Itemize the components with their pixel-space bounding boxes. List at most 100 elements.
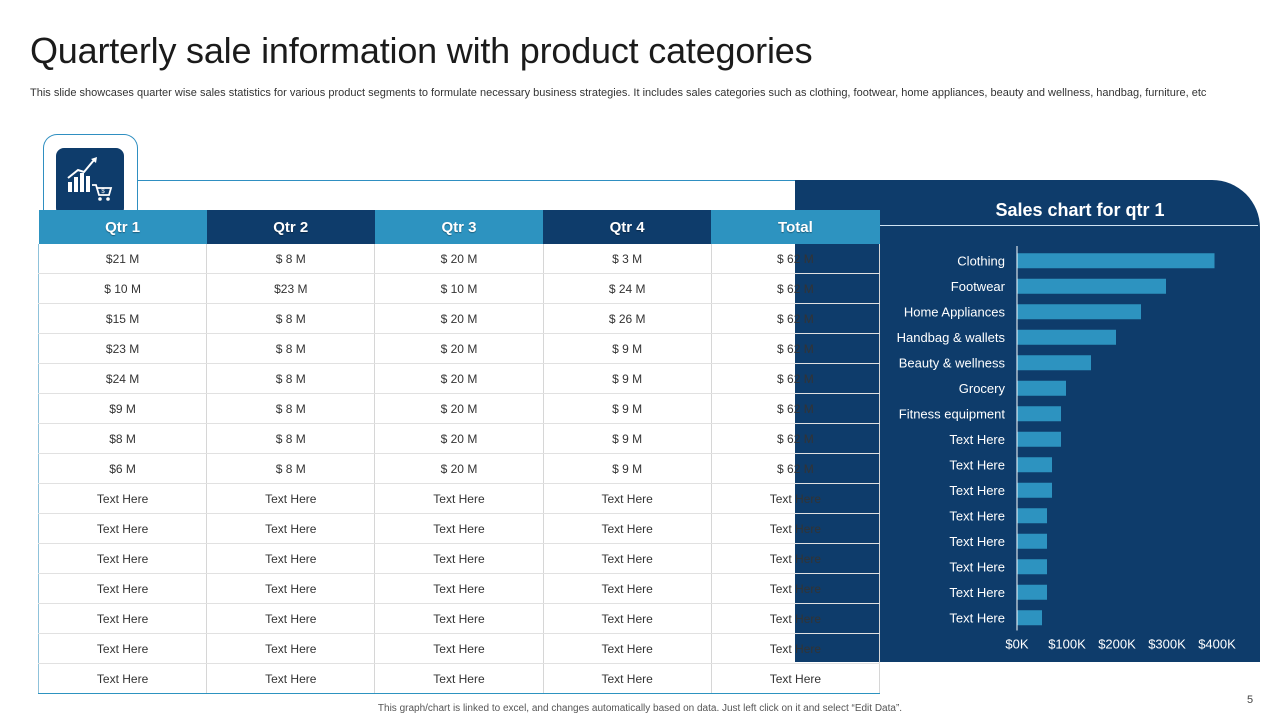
table-cell: Text Here — [711, 634, 879, 664]
category-label: Text Here — [949, 610, 1005, 625]
table-cell: $ 62 M — [711, 244, 879, 274]
table-cell: $23 M — [39, 334, 207, 364]
table-cell: $ 20 M — [375, 394, 543, 424]
table-cell: Text Here — [543, 634, 711, 664]
table-cell: $ 20 M — [375, 424, 543, 454]
table-cell: $15 M — [39, 304, 207, 334]
sales-bar-chart[interactable]: Clothing Footwear Home Appliances Handbag &… — [880, 236, 1255, 661]
bar[interactable] — [1017, 381, 1066, 396]
bar[interactable] — [1017, 432, 1061, 447]
table-cell: Text Here — [711, 544, 879, 574]
table-cell: $ 9 M — [543, 394, 711, 424]
table-row: Text Here Text Here Text Here Text Here Text… — [39, 544, 880, 574]
table-cell: $ 62 M — [711, 334, 879, 364]
header-total: Total — [711, 210, 879, 244]
table-cell: Text Here — [207, 514, 375, 544]
table-row: $21 M $ 8 M $ 20 M $ 3 M $ 62 M — [39, 244, 880, 274]
table-cell: Text Here — [543, 544, 711, 574]
table-cell: Text Here — [39, 544, 207, 574]
bar[interactable] — [1017, 585, 1047, 600]
table-row: Text Here Text Here Text Here Text Here Text… — [39, 634, 880, 664]
bar[interactable] — [1017, 279, 1166, 294]
category-label: Beauty & wellness — [899, 355, 1006, 370]
table-cell: Text Here — [375, 634, 543, 664]
table-cell: $ 20 M — [375, 304, 543, 334]
bar[interactable] — [1017, 610, 1042, 625]
table-cell: Text Here — [375, 604, 543, 634]
category-label: Fitness equipment — [899, 406, 1006, 421]
table-cell: Text Here — [711, 664, 879, 694]
table-cell: Text Here — [711, 484, 879, 514]
x-tick-label: $400K — [1198, 637, 1236, 652]
page-title: Quarterly sale information with product … — [30, 30, 812, 72]
table-cell: Text Here — [207, 544, 375, 574]
header-qtr1: Qtr 1 — [39, 210, 207, 244]
table-cell: $ 8 M — [207, 454, 375, 484]
table-row: $ 10 M $23 M $ 10 M $ 24 M $ 62 M — [39, 274, 880, 304]
category-label: Text Here — [949, 534, 1005, 549]
table-cell: $8 M — [39, 424, 207, 454]
table-cell: Text Here — [375, 574, 543, 604]
table-cell: Text Here — [711, 574, 879, 604]
table-cell: $ 8 M — [207, 394, 375, 424]
chart-title: Sales chart for qtr 1 — [880, 200, 1280, 221]
table-cell: Text Here — [543, 664, 711, 694]
table-cell: Text Here — [375, 514, 543, 544]
table-cell: $24 M — [39, 364, 207, 394]
table-cell: $ 8 M — [207, 304, 375, 334]
category-label: Text Here — [949, 559, 1005, 574]
table-row: Text Here Text Here Text Here Text Here Text… — [39, 514, 880, 544]
x-tick-label: $100K — [1048, 637, 1086, 652]
bar[interactable] — [1017, 253, 1215, 268]
table-cell: $ 8 M — [207, 334, 375, 364]
bar[interactable] — [1017, 483, 1052, 498]
table-cell: $ 20 M — [375, 334, 543, 364]
table-cell: Text Here — [207, 484, 375, 514]
table-row: $15 M $ 8 M $ 20 M $ 26 M $ 62 M — [39, 304, 880, 334]
table-row: $23 M $ 8 M $ 20 M $ 9 M $ 62 M — [39, 334, 880, 364]
chart-title-underline — [880, 225, 1258, 226]
growth-chart-cart-icon: $ — [56, 148, 124, 216]
x-tick-label: $200K — [1098, 637, 1136, 652]
table-cell: Text Here — [207, 664, 375, 694]
table-cell: Text Here — [375, 544, 543, 574]
table-cell: Text Here — [207, 574, 375, 604]
bar[interactable] — [1017, 559, 1047, 574]
category-label: Text Here — [949, 457, 1005, 472]
category-label: Text Here — [949, 585, 1005, 600]
bar[interactable] — [1017, 534, 1047, 549]
table-cell: $ 20 M — [375, 454, 543, 484]
table-cell: $ 8 M — [207, 244, 375, 274]
table-cell: $ 9 M — [543, 424, 711, 454]
table-cell: Text Here — [543, 484, 711, 514]
table-cell: Text Here — [207, 604, 375, 634]
table-cell: $ 9 M — [543, 454, 711, 484]
table-cell: Text Here — [39, 484, 207, 514]
table-cell: $ 62 M — [711, 394, 879, 424]
table-cell: $ 62 M — [711, 304, 879, 334]
table-cell: $6 M — [39, 454, 207, 484]
table-cell: $ 20 M — [375, 244, 543, 274]
bar[interactable] — [1017, 304, 1141, 319]
footer-note: This graph/chart is linked to excel, and… — [0, 703, 1280, 714]
table-row: Text Here Text Here Text Here Text Here Text… — [39, 604, 880, 634]
table-cell: Text Here — [543, 574, 711, 604]
table-cell: Text Here — [39, 664, 207, 694]
table-cell: $23 M — [207, 274, 375, 304]
bar[interactable] — [1017, 406, 1061, 421]
table-cell: $ 9 M — [543, 334, 711, 364]
bar[interactable] — [1017, 457, 1052, 472]
category-label: Text Here — [949, 508, 1005, 523]
bar[interactable] — [1017, 330, 1116, 345]
table-cell: Text Here — [39, 604, 207, 634]
table-cell: $ 9 M — [543, 364, 711, 394]
bar[interactable] — [1017, 355, 1091, 370]
table-cell: $ 20 M — [375, 364, 543, 394]
table-cell: $9 M — [39, 394, 207, 424]
category-label: Footwear — [951, 279, 1006, 294]
bar[interactable] — [1017, 508, 1047, 523]
table-row: $8 M $ 8 M $ 20 M $ 9 M $ 62 M — [39, 424, 880, 454]
category-label: Clothing — [957, 253, 1005, 268]
table-cell: $ 10 M — [39, 274, 207, 304]
category-label: Home Appliances — [904, 304, 1006, 319]
